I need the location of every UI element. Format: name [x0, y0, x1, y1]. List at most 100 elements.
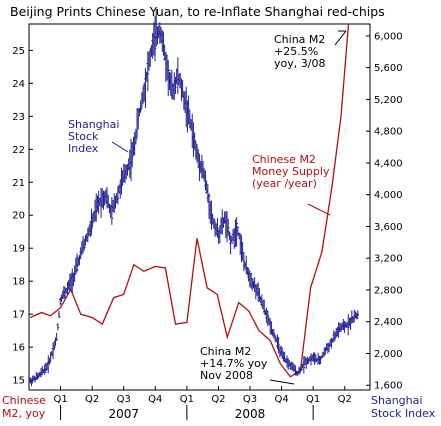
- index-bar: [55, 332, 58, 341]
- index-bar: [272, 328, 276, 339]
- index-bar: [75, 253, 79, 273]
- left-tick-label: 17: [12, 310, 25, 321]
- index-bar: [57, 310, 61, 319]
- quarter-label: Q3: [117, 394, 131, 405]
- index-bar: [166, 60, 170, 97]
- annotation-line: +14.7% yoy: [200, 357, 268, 370]
- left-tick-label: 16: [12, 343, 25, 354]
- annotation-china-m2-high: China M2 +25.5% yoy, 3/08: [274, 33, 325, 70]
- annotation-m2-label: Chinese M2 Money Supply (year /year): [252, 153, 330, 190]
- index-bar: [94, 193, 98, 222]
- plot-frame: [28, 23, 371, 391]
- index-bar: [90, 208, 93, 236]
- annotation-pointer: [334, 30, 347, 46]
- index-bar: [139, 100, 142, 113]
- annotation-line: Nov 2008: [200, 369, 253, 382]
- chart-title: Beijing Prints Chinese Yuan, to re-Infla…: [10, 4, 385, 19]
- index-bar: [56, 323, 60, 331]
- m2-line: [30, 23, 350, 378]
- annotation-line: (year /year): [252, 177, 317, 190]
- right-tick-label: 5,200: [374, 95, 403, 106]
- index-bar: [136, 108, 140, 130]
- index-bar: [300, 365, 303, 371]
- index-bar: [266, 310, 270, 327]
- index-bar: [91, 213, 94, 228]
- quarter-label: Q3: [243, 394, 257, 405]
- index-bar: [273, 334, 277, 342]
- index-bar: [236, 226, 240, 236]
- index-bar: [168, 69, 171, 91]
- annotation-line: Money Supply: [252, 165, 330, 178]
- index-bar: [286, 358, 290, 370]
- annotations: Shanghai Stock Index Chinese M2 Money Supply…: [68, 30, 347, 385]
- annotation-pointer: [307, 203, 331, 216]
- right-ticks: 1,600 2,000 2,400 2,800 3,200 3,600 4,000 4,400…: [366, 31, 403, 392]
- right-axis-label-line: Stock Index: [371, 407, 436, 420]
- index-bar: [110, 197, 114, 225]
- annotation-pointer: [111, 141, 129, 153]
- year-label: 2008: [235, 407, 266, 421]
- index-bar: [174, 76, 177, 95]
- right-tick-label: 5,600: [374, 63, 403, 74]
- quarter-label: Q1: [53, 394, 67, 405]
- left-tick-label: 21: [12, 178, 25, 189]
- left-axis-label-line: M2, yoy: [2, 407, 46, 420]
- index-bar: [229, 234, 232, 255]
- right-tick-label: 2,400: [374, 317, 403, 328]
- left-tick-label: 22: [12, 145, 25, 156]
- quarter-label: Q2: [338, 394, 352, 405]
- index-bar: [322, 347, 326, 357]
- annotation-china-m2-low: China M2 +14.7% yoy Nov 2008: [200, 345, 268, 382]
- index-bar: [228, 231, 231, 241]
- index-bar: [114, 195, 117, 209]
- index-bar: [116, 186, 120, 205]
- right-axis-label-line: Shanghai: [371, 394, 422, 407]
- annotation-shanghai-label: Shanghai Stock Index: [68, 118, 119, 155]
- annotation-line: Chinese M2: [252, 153, 316, 166]
- left-tick-label: 24: [12, 79, 25, 90]
- right-tick-label: 1,600: [374, 381, 403, 392]
- left-axis-label-line: Chinese: [2, 394, 46, 407]
- left-tick-label: 19: [12, 244, 25, 255]
- annotation-line: yoy, 3/08: [274, 57, 325, 70]
- index-bar: [226, 218, 230, 236]
- index-bar: [242, 252, 246, 272]
- index-bar: [153, 15, 157, 62]
- right-tick-label: 2,800: [374, 285, 403, 296]
- annotation-line: Index: [68, 142, 99, 155]
- index-bar: [230, 237, 234, 244]
- left-tick-label: 25: [12, 46, 25, 57]
- right-tick-label: 3,600: [374, 222, 403, 233]
- index-bar: [52, 341, 56, 351]
- index-bar: [146, 51, 150, 92]
- annotation-line: China M2: [200, 345, 251, 358]
- quarter-label: Q4: [148, 394, 162, 405]
- annotation-line: China M2: [274, 33, 325, 46]
- quarter-label: Q2: [85, 394, 99, 405]
- year-label: 2007: [108, 407, 139, 421]
- index-bar: [352, 309, 356, 323]
- annotation-pointer: [269, 379, 295, 385]
- index-bar: [356, 310, 360, 320]
- right-tick-label: 2,000: [374, 349, 403, 360]
- quarter-label: Q1: [180, 394, 194, 405]
- left-tick-label: 15: [12, 376, 25, 387]
- index-bar: [250, 277, 254, 291]
- right-tick-label: 4,800: [374, 127, 403, 138]
- right-tick-label: 6,000: [374, 31, 403, 42]
- right-tick-label: 4,000: [374, 190, 403, 201]
- annotation-line: +25.5%: [274, 45, 318, 58]
- left-tick-label: 23: [12, 112, 25, 123]
- quarter-label: Q2: [211, 394, 225, 405]
- quarter-label: Q1: [306, 394, 320, 405]
- index-bar: [235, 217, 238, 247]
- x-ticks: Q1 Q2 Q3 Q4 Q1 Q2 Q3 Q4 Q1 Q2 2007 2008: [53, 386, 352, 421]
- annotation-line: Stock: [68, 130, 99, 143]
- right-tick-label: 4,400: [374, 158, 403, 169]
- index-bar: [212, 217, 216, 229]
- index-bar: [216, 217, 219, 237]
- annotation-line: Shanghai: [68, 118, 119, 131]
- left-tick-label: 18: [12, 277, 25, 288]
